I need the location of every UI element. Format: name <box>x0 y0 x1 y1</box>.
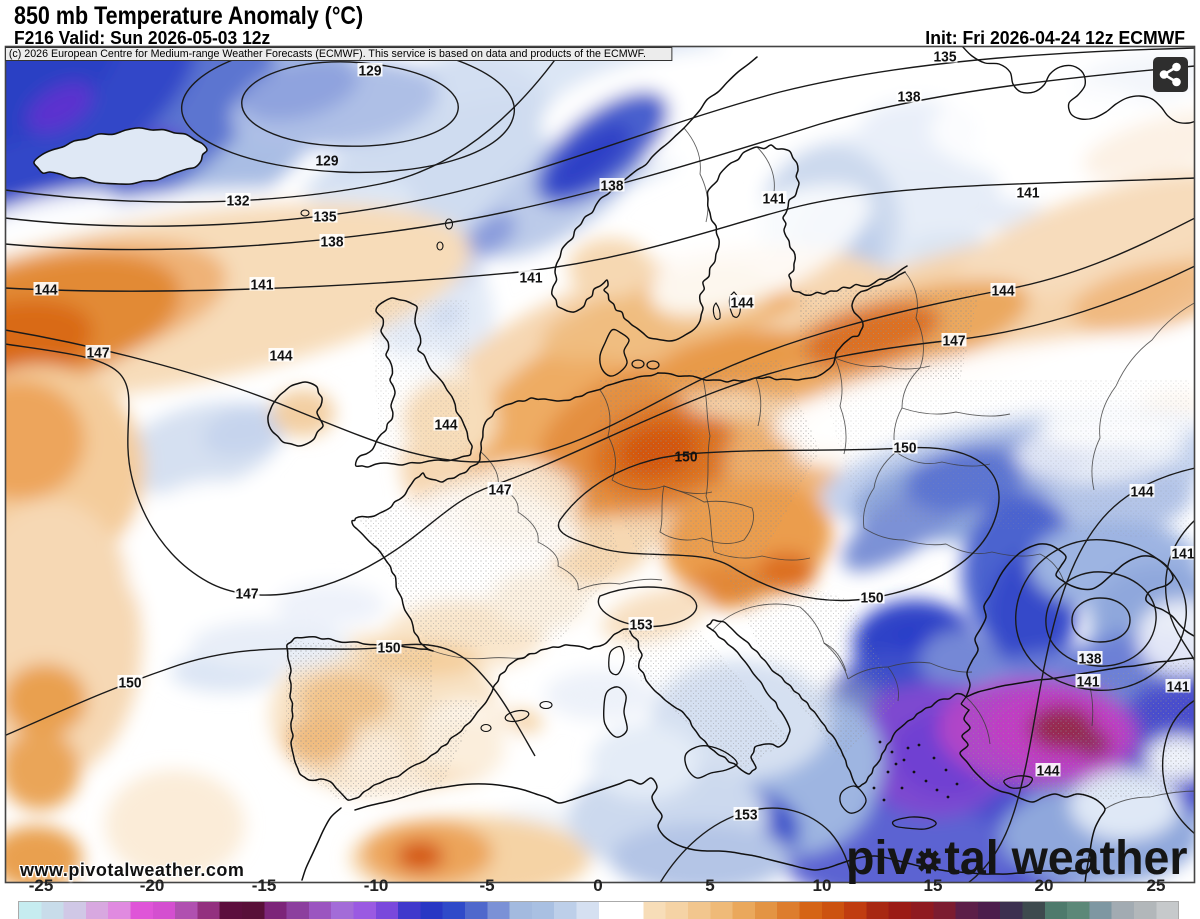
svg-text:135: 135 <box>314 210 337 226</box>
svg-text:150: 150 <box>378 641 401 657</box>
svg-text:138: 138 <box>1079 652 1102 668</box>
svg-text:150: 150 <box>119 676 142 692</box>
svg-text:138: 138 <box>601 179 624 195</box>
svg-text:141: 141 <box>251 278 274 294</box>
svg-text:150: 150 <box>675 450 698 466</box>
svg-text:129: 129 <box>359 64 382 80</box>
svg-text:141: 141 <box>520 271 543 287</box>
svg-text:141: 141 <box>1172 547 1195 563</box>
svg-text:138: 138 <box>898 90 921 106</box>
svg-text:147: 147 <box>87 346 110 362</box>
svg-text:147: 147 <box>943 334 966 350</box>
svg-text:144: 144 <box>992 284 1015 300</box>
svg-text:144: 144 <box>35 283 58 299</box>
svg-text:144: 144 <box>435 418 458 434</box>
svg-text:144: 144 <box>731 296 754 312</box>
svg-text:129: 129 <box>316 154 339 170</box>
svg-text:147: 147 <box>236 587 259 603</box>
svg-text:141: 141 <box>1017 186 1040 202</box>
svg-text:153: 153 <box>735 808 758 824</box>
svg-text:135: 135 <box>934 50 957 66</box>
svg-text:144: 144 <box>1037 764 1060 780</box>
svg-text:132: 132 <box>227 194 250 210</box>
svg-text:138: 138 <box>321 235 344 251</box>
svg-text:150: 150 <box>861 591 884 607</box>
svg-text:141: 141 <box>1077 675 1100 691</box>
svg-text:147: 147 <box>489 483 512 499</box>
svg-text:144: 144 <box>1131 485 1154 501</box>
svg-text:150: 150 <box>894 441 917 457</box>
svg-text:144: 144 <box>270 349 293 365</box>
svg-text:141: 141 <box>1167 680 1190 696</box>
svg-text:153: 153 <box>630 618 653 634</box>
svg-text:141: 141 <box>763 192 786 208</box>
